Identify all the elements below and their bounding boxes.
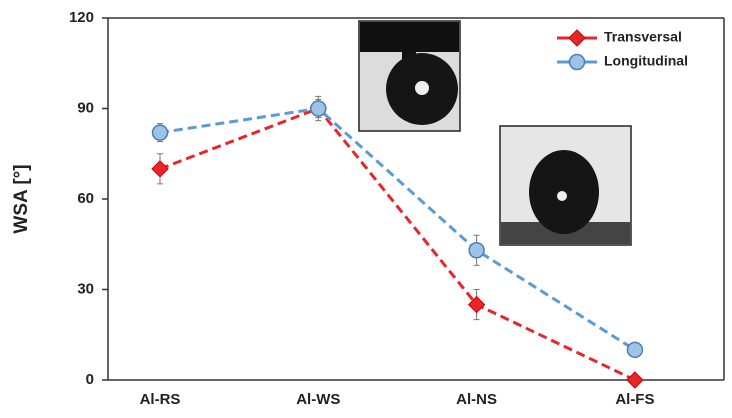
x-tick-label: Al-RS [140, 391, 181, 408]
y-axis-label: WSA [°] [11, 164, 32, 233]
marker [151, 124, 169, 141]
legend-label: Transversal [604, 29, 682, 45]
inset-image-1 [358, 20, 461, 132]
y-tick-label: 30 [77, 280, 94, 297]
y-tick-label: 60 [77, 190, 94, 207]
marker [626, 371, 644, 389]
marker [310, 100, 327, 117]
marker [626, 341, 644, 359]
legend-marker [568, 29, 586, 47]
series-line [159, 106, 636, 382]
legend-marker [568, 53, 586, 71]
marker [468, 242, 485, 259]
inset-image-2 [499, 125, 632, 246]
x-tick-label: Al-NS [456, 391, 497, 408]
y-tick-label: 120 [69, 9, 94, 26]
x-tick-label: Al-FS [615, 391, 654, 408]
legend-label: Longitudinal [604, 53, 688, 69]
x-tick-label: Al-WS [296, 391, 340, 408]
y-tick-label: 0 [86, 371, 94, 388]
y-tick-label: 90 [77, 99, 94, 116]
marker [151, 160, 169, 178]
marker [467, 295, 486, 314]
series-line [159, 106, 636, 352]
